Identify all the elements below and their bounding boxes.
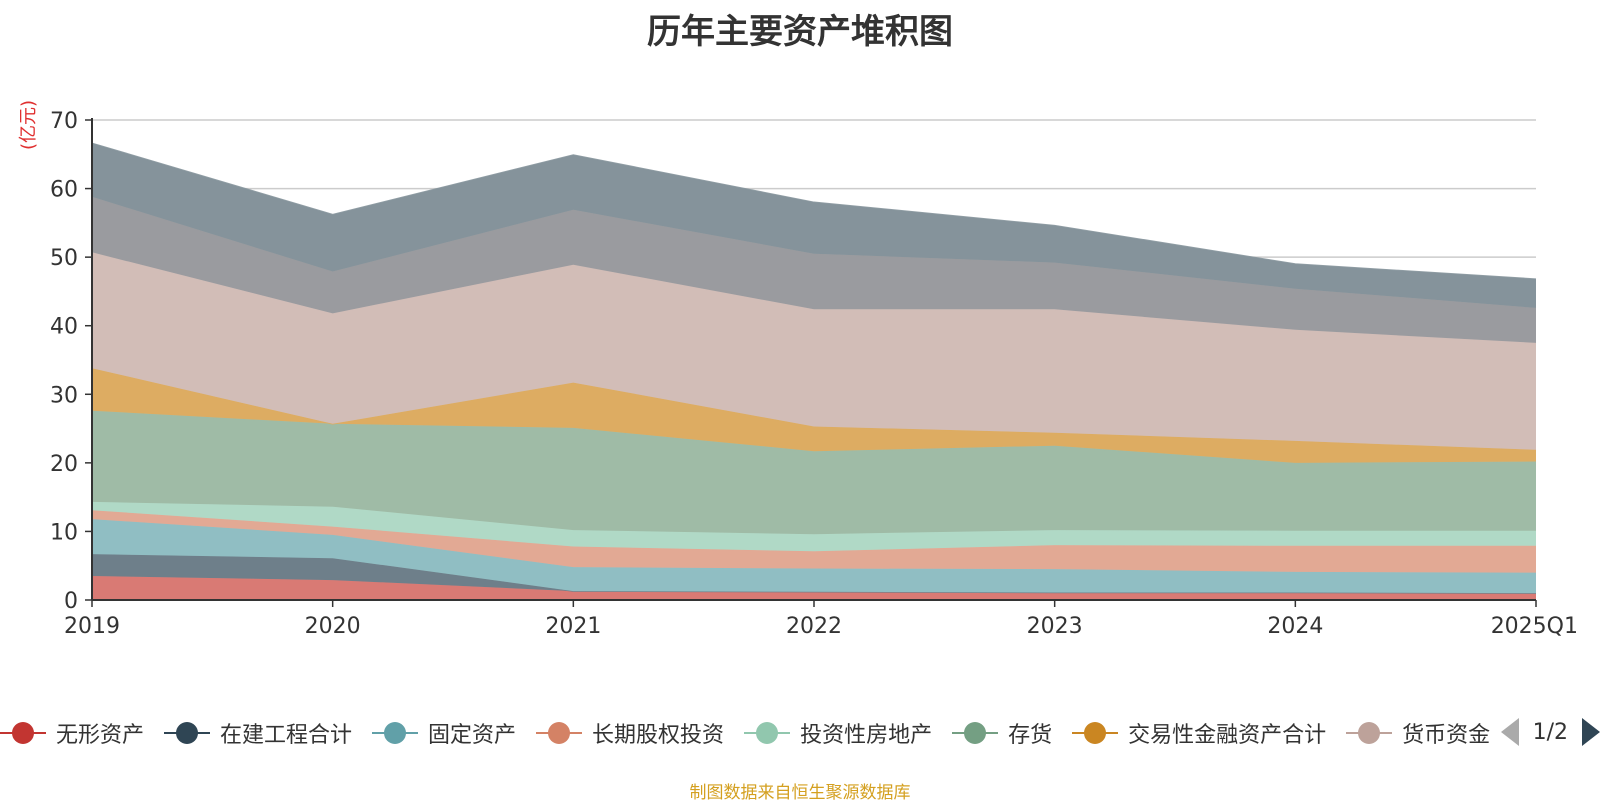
x-tick-label: 2021 [545,614,601,639]
legend-item[interactable]: 存货 [952,717,1052,749]
area-series-3 [92,519,1536,594]
legend-swatch-icon [372,721,419,745]
legend-swatch-icon [744,721,791,745]
legend-item[interactable]: 交易性金融资产合计 [1072,717,1326,749]
legend-item[interactable]: 货币资金 [1346,717,1490,749]
area-series-10 [92,143,1536,308]
legend-prev-page-icon[interactable] [1500,718,1519,746]
y-tick-label: 70 [50,109,78,134]
y-tick-label: 60 [50,178,78,203]
legend-swatch-icon [952,721,999,745]
area-series-7 [92,368,1536,463]
legend-label: 在建工程合计 [220,723,353,748]
legend-label: 长期股权投资 [592,723,725,748]
legend-label: 固定资产 [428,723,517,748]
legend-item[interactable]: 无形资产 [0,717,144,749]
y-tick-label: 20 [50,452,78,477]
x-tick-label: 2020 [305,614,361,639]
legend-item[interactable]: 投资性房地产 [744,717,932,749]
y-tick-label: 0 [64,589,78,614]
legend-page-indicator: 1/2 [1532,719,1568,745]
x-tick-label: 2025Q1 [1491,614,1578,639]
area-series-2 [92,554,1536,594]
area-series-1 [92,576,1536,600]
legend-item[interactable]: 长期股权投资 [536,717,724,749]
legend: 无形资产 在建工程合计 固定资产 长期股权投资 投资性房地产 存货 交易性金融资产合计 货币资… [0,713,1600,753]
legend-label: 存货 [1008,723,1053,748]
legend-pager: 1/2 [1494,718,1600,746]
axes: 0 10 20 30 40 50 60 70 2019 2020 2021 2022 2023 2024 2… [50,109,1578,639]
data-source-note: 制图数据来自恒生聚源数据库 [689,783,911,803]
legend-swatch-icon [1346,721,1393,745]
chart-title: 历年主要资产堆积图 [647,12,953,52]
y-tick-label: 30 [50,383,78,408]
y-tick-label: 40 [50,315,78,340]
legend-label: 货币资金 [1402,723,1491,748]
legend-item[interactable]: 在建工程合计 [164,717,352,749]
legend-swatch-icon [1072,721,1119,745]
legend-swatch-icon [536,721,583,745]
area-series [91,142,1537,600]
area-series-8 [92,252,1536,450]
area-series-5 [92,501,1536,552]
y-tick-label: 50 [50,246,78,271]
y-tick-label: 10 [50,520,78,545]
legend-swatch-icon [0,721,46,745]
legend-item[interactable]: 固定资产 [372,717,516,749]
legend-swatch-icon [164,721,211,745]
area-edge-10 [91,142,1537,280]
x-tick-label: 2023 [1027,614,1083,639]
legend-label: 无形资产 [56,723,145,748]
x-tick-label: 2019 [64,614,120,639]
area-series-4 [92,510,1536,573]
x-tick-label: 2022 [786,614,842,639]
legend-label: 投资性房地产 [800,723,933,748]
x-tick-label: 2024 [1267,614,1323,639]
area-series-9 [92,196,1536,343]
legend-label: 交易性金融资产合计 [1128,723,1327,748]
legend-next-page-icon[interactable] [1582,718,1600,746]
area-series-6 [92,410,1536,535]
stacked-area-chart: 0 10 20 30 40 50 60 70 2019 2020 2021 2022 2023 2024 2… [50,109,1578,639]
